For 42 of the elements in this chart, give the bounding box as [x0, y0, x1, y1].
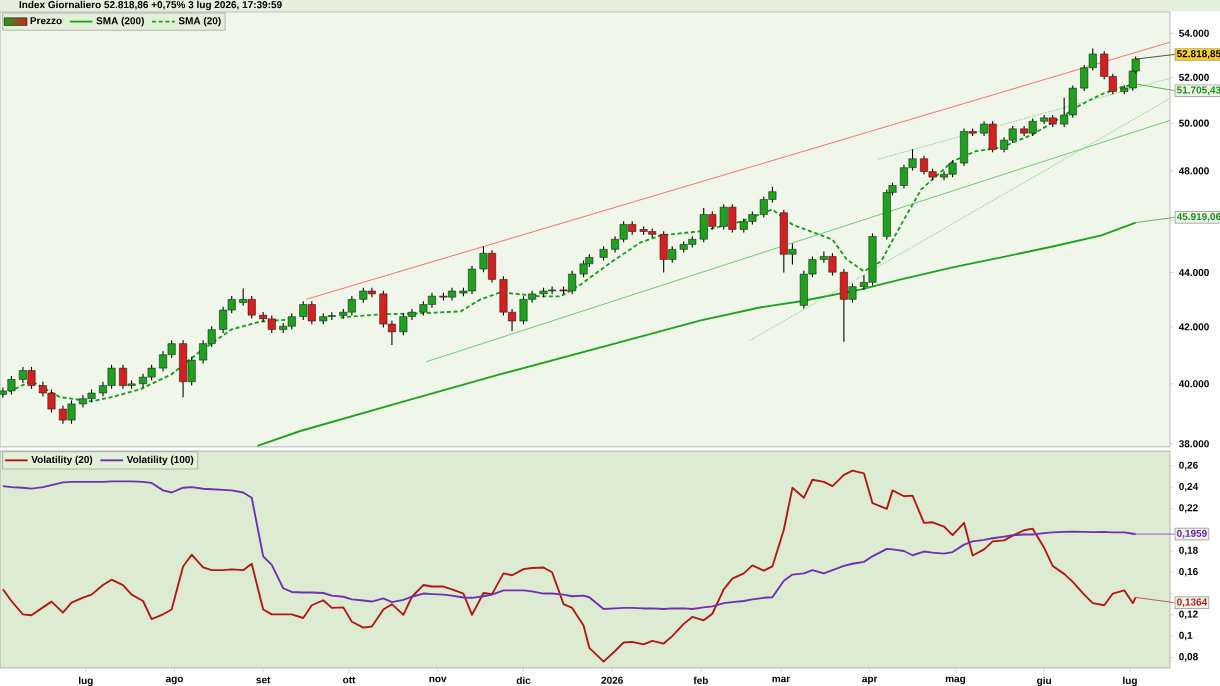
x-tick-label: 2026 — [601, 676, 623, 684]
x-tick-label: lug — [79, 676, 93, 686]
y-tick-label: 0,16 — [1179, 568, 1198, 577]
legend-label: Prezzo — [30, 17, 62, 25]
y-tick-label: 0,1 — [1179, 631, 1193, 641]
y-tick-label: 42.000 — [1178, 323, 1209, 331]
y-tick-label: 38.000 — [1178, 440, 1209, 448]
x-tick-label: ott — [343, 676, 356, 684]
y-tick-label: 0,26 — [1179, 461, 1198, 471]
x-tick-label: mag — [945, 676, 966, 685]
x-tick-label: feb — [693, 676, 708, 685]
annotation: 45.919,06 — [1176, 213, 1220, 222]
candlestick — [599, 245, 608, 262]
x-tick-label: apr — [862, 676, 878, 685]
y-tick-label: 50.000 — [1179, 119, 1209, 127]
x-tick-label: nov — [429, 676, 447, 683]
y-tick-label: 0,12 — [1179, 610, 1198, 620]
x-tick-label: dic — [516, 676, 531, 685]
annotation: 51.705,43 — [1176, 86, 1220, 95]
x-tick-label: lug — [1123, 676, 1137, 686]
y-tick-label: 54.000 — [1179, 29, 1209, 37]
y-tick-label: 0,22 — [1179, 504, 1198, 513]
x-tick-label: giu — [1037, 676, 1051, 686]
y-tick-label: 0,24 — [1179, 482, 1199, 492]
chart-title: Index Giornaliero 52.818,86 +0,75% 3 lug 2026, 17:39:59 — [19, 0, 282, 11]
annotation: 0,1364 — [1177, 598, 1208, 607]
legend-label: SMA (200) — [96, 17, 144, 27]
legend-label: Volatility (100) — [126, 455, 194, 466]
y-tick-label: 44.000 — [1178, 268, 1209, 277]
annotation: 0,1959 — [1177, 529, 1207, 539]
legend-label: Volatility (20) — [31, 455, 93, 466]
x-tick-label: ago — [165, 676, 183, 685]
y-tick-label: 40.000 — [1178, 380, 1209, 388]
y-tick-label: 0,08 — [1179, 653, 1198, 662]
x-tick-label: mar — [772, 676, 790, 683]
y-tick-label: 52.000 — [1179, 73, 1209, 81]
y-tick-label: 0,18 — [1179, 546, 1198, 556]
line-series — [256, 221, 1137, 447]
x-tick-label: set — [256, 676, 271, 684]
annotation: 52.818,85 — [1176, 50, 1220, 59]
legend-label: SMA (20) — [178, 17, 221, 27]
y-tick-label: 48.000 — [1178, 167, 1209, 175]
